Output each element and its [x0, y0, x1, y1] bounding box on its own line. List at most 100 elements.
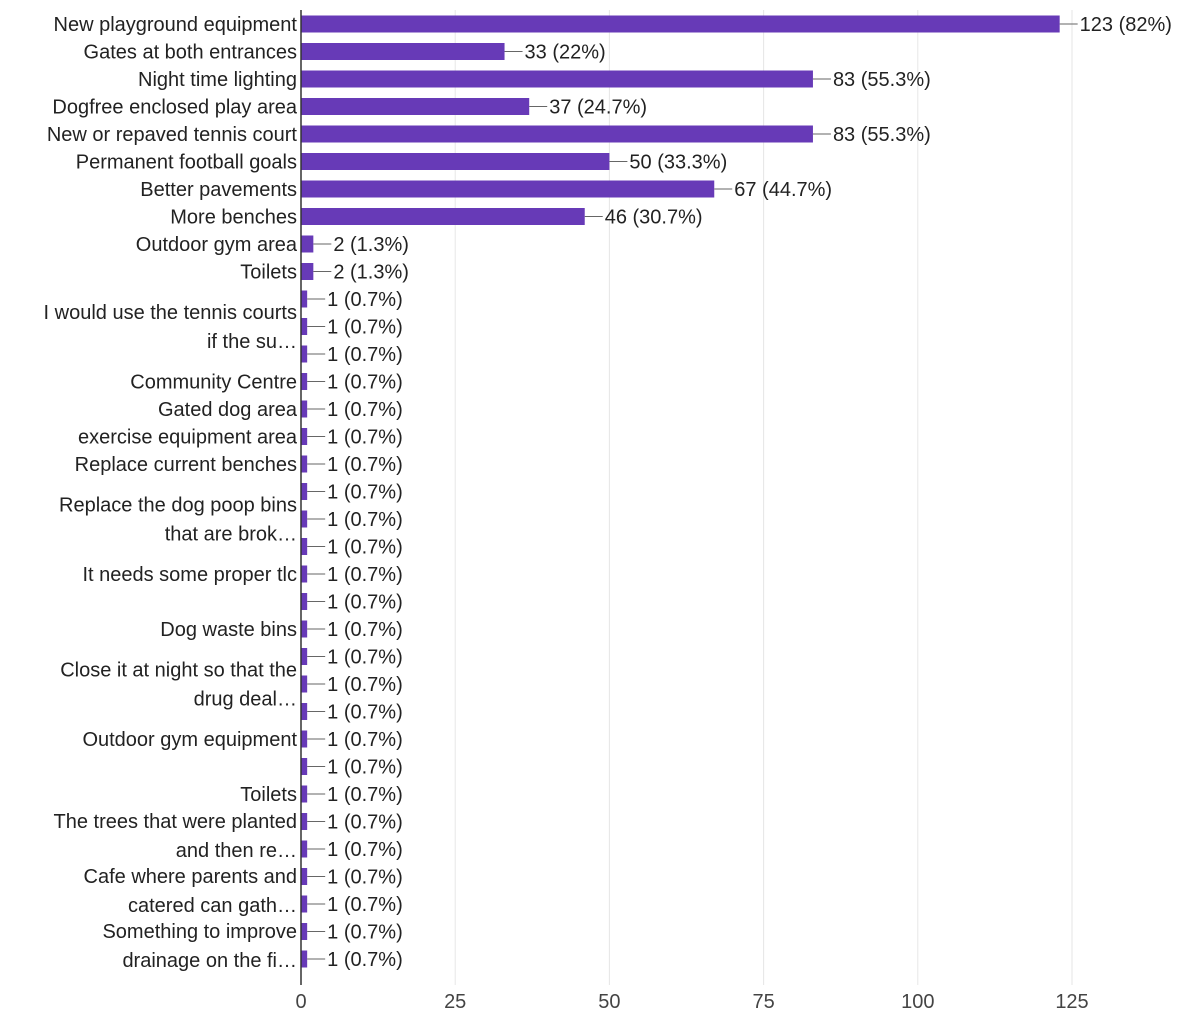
value-label: 33 (22%) [525, 42, 606, 64]
value-label: 1 (0.7%) [327, 647, 403, 669]
value-label: 1 (0.7%) [327, 922, 403, 944]
bar [301, 235, 314, 253]
category-label: Gated dog area [158, 399, 298, 421]
category-label: Toilets [240, 784, 297, 806]
category-label: if the su… [207, 331, 297, 353]
value-label: 1 (0.7%) [327, 757, 403, 779]
x-tick-label: 125 [1055, 991, 1088, 1012]
bar [301, 125, 813, 143]
value-label: 1 (0.7%) [327, 702, 403, 724]
bar [301, 15, 1060, 33]
bar [301, 923, 308, 940]
value-label: 1 (0.7%) [327, 564, 403, 586]
gridlines [454, 10, 1073, 985]
category-label: Outdoor gym equipment [82, 729, 297, 751]
category-label: drainage on the fi… [122, 950, 297, 972]
bar [301, 345, 308, 363]
bar [301, 290, 308, 308]
x-tick-labels: 0 25 50 75 100 125 [295, 991, 1088, 1012]
bar [301, 813, 308, 830]
category-label: New or repaved tennis court [47, 124, 298, 146]
value-label: 50 (33.3%) [629, 152, 727, 174]
category-label: More benches [170, 207, 297, 229]
bar [301, 153, 610, 170]
value-label: 1 (0.7%) [327, 619, 403, 641]
bar [301, 70, 813, 88]
bar [301, 98, 530, 115]
bar [301, 510, 308, 528]
value-connectors [307, 23, 1078, 960]
value-label: 83 (55.3%) [833, 69, 931, 91]
category-label: drug deal… [194, 689, 297, 711]
bar [301, 648, 308, 665]
category-label: Permanent football goals [76, 152, 297, 174]
value-label: 37 (24.7%) [549, 97, 647, 119]
bar [301, 950, 308, 968]
bar [301, 263, 314, 280]
bars [301, 15, 1060, 968]
value-label: 2 (1.3%) [333, 234, 409, 256]
value-label: 1 (0.7%) [327, 839, 403, 861]
value-label: 1 (0.7%) [327, 289, 403, 311]
value-label: 1 (0.7%) [327, 372, 403, 394]
bar [301, 428, 308, 445]
bar [301, 730, 308, 748]
bar [301, 208, 585, 225]
bar [301, 373, 308, 390]
category-label: I would use the tennis courts [44, 302, 297, 324]
bar [301, 483, 308, 500]
x-tick-label: 0 [295, 991, 306, 1012]
value-label: 2 (1.3%) [333, 262, 409, 284]
bar [301, 785, 308, 803]
category-label: Gates at both entrances [84, 42, 297, 64]
x-tick-label: 50 [598, 991, 620, 1012]
category-label: Community Centre [130, 372, 297, 394]
category-label: catered can gath… [128, 895, 297, 917]
value-label: 46 (30.7%) [605, 207, 703, 229]
value-label: 123 (82%) [1080, 14, 1172, 36]
value-label: 67 (44.7%) [734, 179, 832, 201]
category-label: Cafe where parents and [84, 866, 297, 888]
category-label: that are brok… [165, 524, 297, 546]
category-label: Close it at night so that the [60, 660, 297, 682]
value-label: 1 (0.7%) [327, 674, 403, 696]
bar [301, 538, 308, 555]
value-label: 1 (0.7%) [327, 454, 403, 476]
category-label: Replace current benches [75, 454, 297, 476]
bar [301, 400, 308, 418]
bar [301, 895, 308, 913]
bar [301, 455, 308, 473]
value-label: 1 (0.7%) [327, 509, 403, 531]
value-label: 1 (0.7%) [327, 344, 403, 366]
bar [301, 43, 505, 60]
category-label: Outdoor gym area [136, 234, 298, 256]
bar [301, 565, 308, 583]
value-labels: 123 (82%) 33 (22%) 83 (55.3%) 37 (24.7%) 83 … [327, 14, 1172, 971]
value-label: 1 (0.7%) [327, 867, 403, 889]
bar [301, 703, 308, 720]
bar [301, 675, 308, 693]
category-label: Something to improve [102, 921, 297, 943]
category-label: It needs some proper tlc [82, 564, 297, 586]
category-labels: New playground equipment Gates at both en… [44, 14, 298, 972]
bar [301, 758, 308, 775]
bar [301, 318, 308, 335]
category-label: and then re… [176, 840, 297, 862]
category-label: The trees that were planted [54, 811, 297, 833]
category-label: Dog waste bins [160, 619, 297, 641]
value-label: 1 (0.7%) [327, 537, 403, 559]
category-label: Better pavements [140, 179, 297, 201]
x-tick-label: 100 [901, 991, 934, 1012]
value-label: 1 (0.7%) [327, 784, 403, 806]
bar [301, 840, 308, 858]
value-label: 1 (0.7%) [327, 812, 403, 834]
bar [301, 180, 715, 198]
x-tick-label: 25 [444, 991, 466, 1012]
category-label: Replace the dog poop bins [59, 495, 297, 517]
value-label: 1 (0.7%) [327, 482, 403, 504]
bar [301, 620, 308, 638]
bar [301, 593, 308, 610]
category-label: New playground equipment [54, 14, 298, 36]
category-label: Dogfree enclosed play area [52, 97, 297, 119]
